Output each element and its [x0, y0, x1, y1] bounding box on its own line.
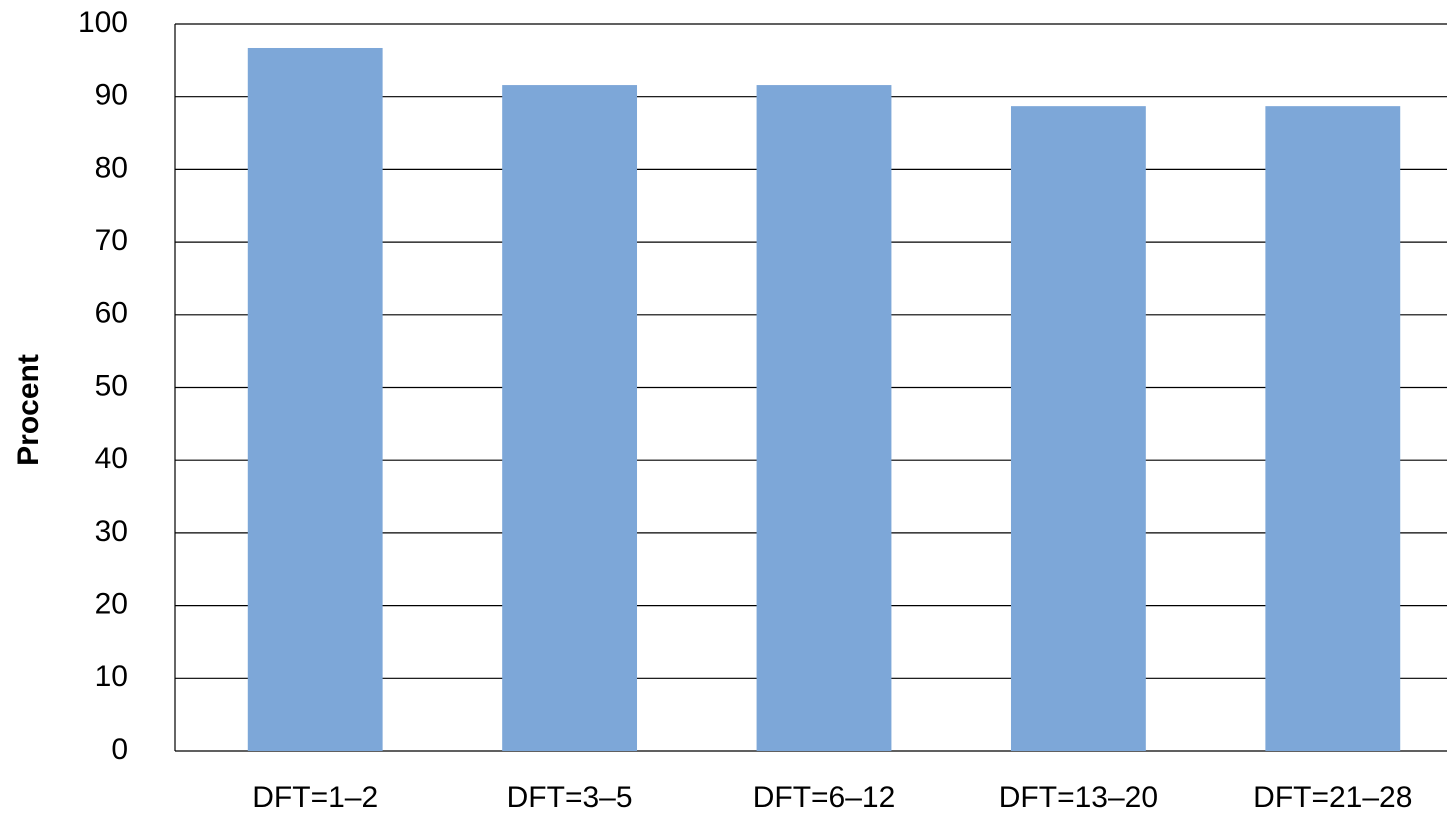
- bar: [756, 85, 892, 752]
- y-tick-label: 60: [95, 297, 128, 330]
- y-tick-label: 50: [95, 369, 128, 402]
- y-tick-label: 70: [95, 224, 128, 257]
- y-tick-label: 10: [95, 660, 128, 693]
- x-tick-label: DFT=21–28: [1253, 781, 1412, 814]
- bar: [1010, 106, 1146, 751]
- x-tick-label: DFT=6–12: [753, 781, 896, 814]
- x-tick-label: DFT=13–20: [999, 781, 1158, 814]
- y-tick-label: 0: [111, 733, 128, 766]
- y-tick-label: 40: [95, 442, 128, 475]
- y-tick-label: 90: [95, 79, 128, 112]
- x-tick-label: DFT=1–2: [252, 781, 378, 814]
- bar: [502, 85, 638, 752]
- y-tick-label: 30: [95, 515, 128, 548]
- x-tick-label: DFT=3–5: [507, 781, 633, 814]
- bar: [247, 47, 383, 751]
- y-tick-label: 80: [95, 151, 128, 184]
- y-tick-label: 20: [95, 588, 128, 621]
- y-tick-label: 100: [78, 6, 128, 39]
- bar: [1265, 106, 1401, 751]
- y-axis-label: Procent: [12, 354, 45, 466]
